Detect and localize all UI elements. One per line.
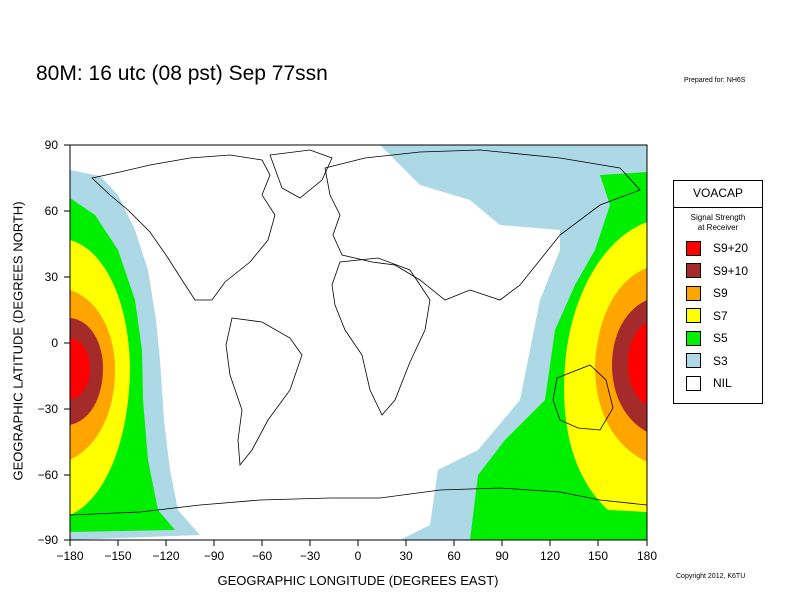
eurasia-outline	[324, 149, 641, 301]
legend-subtitle: Signal Strength at Receiver	[674, 213, 762, 233]
x-tick-label: 180	[636, 549, 658, 563]
legend-item-s5: S5	[674, 327, 762, 350]
x-tick-label: 30	[399, 549, 413, 563]
australia-outline	[552, 364, 614, 431]
legend-item-nil: NIL	[674, 372, 762, 395]
coverage-layers	[70, 145, 647, 540]
legend-swatch	[686, 330, 701, 346]
y-tick-label: 60	[44, 204, 58, 218]
coastlines	[70, 149, 647, 516]
legend-subtitle-line2: at Receiver	[697, 223, 739, 232]
legend-label: S5	[713, 331, 728, 346]
s9plus20-zone-east	[628, 322, 647, 405]
legend-label: S9+20	[713, 241, 749, 256]
legend-item-s7: S7	[674, 305, 762, 328]
x-tick-label: −60	[251, 549, 273, 563]
x-tick-label: −120	[152, 549, 180, 563]
legend-swatch	[686, 353, 701, 369]
x-tick-label: 150	[587, 549, 609, 563]
x-tick-label: 0	[354, 549, 362, 563]
antarctica-outline	[70, 487, 647, 516]
legend-label: NIL	[713, 376, 732, 391]
legend-title: VOACAP	[674, 181, 762, 208]
north-america-outline	[91, 154, 276, 301]
y-tick-label: 0	[51, 336, 58, 350]
y-axis-label: GEOGRAPHIC LATITUDE (DEGREES NORTH)	[10, 201, 26, 481]
legend-label: S7	[713, 308, 728, 323]
legend-swatch	[686, 240, 701, 256]
y-tick-label: −30	[37, 402, 58, 416]
map-title: 80M: 16 utc (08 pst) Sep 77ssn	[36, 62, 328, 85]
axis-ticks	[64, 144, 648, 546]
x-tick-label: −150	[104, 549, 132, 563]
legend-subtitle-line1: Signal Strength	[690, 213, 746, 222]
legend-label: S9+10	[713, 263, 749, 278]
legend-swatch	[686, 308, 701, 324]
x-tick-label: −180	[56, 549, 84, 563]
x-axis-label: GEOGRAPHIC LONGITUDE (DEGREES EAST)	[217, 573, 499, 588]
greenland-outline	[269, 149, 333, 199]
prepared-for-note: Prepared for: NH6S	[684, 77, 746, 84]
copyright-note: Copyright 2012, K6TU	[676, 573, 746, 580]
legend-label: S9	[713, 286, 728, 301]
x-tick-label: −90	[203, 549, 225, 563]
legend-swatch	[686, 263, 701, 279]
y-tick-label: −90	[37, 533, 58, 547]
legend-item-s3: S3	[674, 350, 762, 373]
south-america-outline	[225, 317, 303, 467]
x-tick-label: 60	[447, 549, 461, 563]
y-tick-label: 90	[44, 138, 58, 152]
legend-item-s9plus20: S9+20	[674, 237, 762, 260]
legend-swatch	[686, 375, 701, 391]
x-tick-label: 90	[495, 549, 509, 563]
legend-item-s9: S9	[674, 282, 762, 305]
s9plus20-zone-west	[70, 338, 90, 400]
legend-label: S3	[713, 353, 728, 368]
signal-legend: VOACAP Signal Strength at Receiver S9+20…	[673, 180, 763, 404]
y-tick-label: −60	[37, 468, 58, 482]
x-tick-label: 120	[539, 549, 561, 563]
y-tick-label: 30	[44, 270, 58, 284]
legend-swatch	[686, 285, 701, 301]
x-tick-label: −30	[299, 549, 321, 563]
africa-outline	[331, 257, 431, 416]
legend-item-s9plus10: S9+10	[674, 260, 762, 283]
